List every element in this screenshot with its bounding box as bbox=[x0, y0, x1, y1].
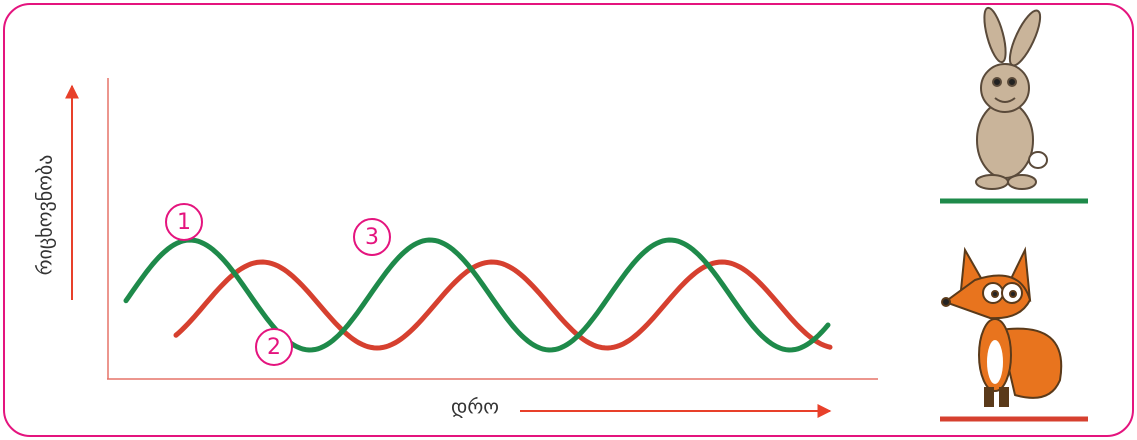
marker-label: 2 bbox=[267, 335, 281, 360]
diagram: რიცხოვნობა დრო 1 2 3 bbox=[0, 0, 1137, 440]
y-axis-label: რიცხოვნობა bbox=[33, 155, 57, 276]
marker-label: 3 bbox=[365, 225, 379, 250]
marker-label: 1 bbox=[177, 210, 191, 235]
x-axis-label: დრო bbox=[451, 395, 499, 419]
